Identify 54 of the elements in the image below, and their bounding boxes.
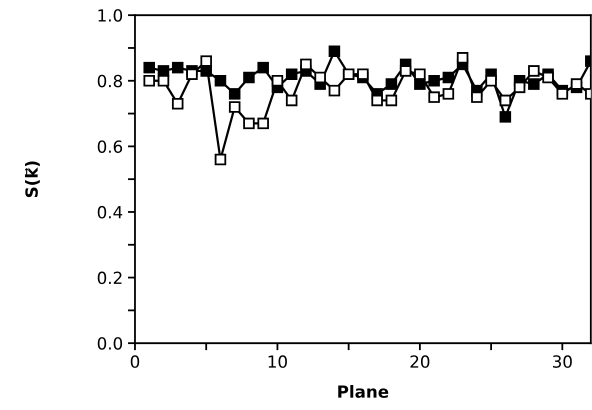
x-axis-title: Plane — [338, 384, 388, 398]
y-tick-label: 0.6 — [98, 140, 122, 153]
point — [243, 118, 255, 130]
point — [228, 88, 240, 100]
point — [570, 78, 582, 90]
point — [500, 111, 512, 123]
point — [214, 154, 226, 166]
point — [228, 101, 240, 113]
text: 0.0 — [98, 337, 122, 350]
point — [528, 65, 540, 77]
point — [456, 52, 468, 64]
point — [300, 58, 312, 70]
point — [314, 72, 326, 84]
point — [328, 45, 340, 58]
point — [400, 65, 412, 77]
text: 1.0 — [98, 9, 122, 22]
point — [500, 94, 512, 106]
point — [528, 78, 540, 90]
point — [386, 78, 398, 90]
y-tick-label: 0.2 — [98, 272, 122, 284]
point — [414, 68, 426, 80]
x-tick-label: 30 — [552, 355, 572, 368]
point — [442, 88, 454, 100]
point — [172, 62, 184, 74]
point — [328, 84, 340, 96]
point — [371, 94, 383, 106]
point — [143, 75, 155, 87]
point — [386, 94, 398, 106]
point — [542, 72, 554, 84]
point — [428, 75, 440, 87]
x-tick-label: 10 — [268, 355, 287, 368]
point — [158, 75, 170, 87]
x-tick-label: 0 — [130, 355, 140, 368]
point — [243, 72, 255, 84]
y-tick-label: 0.8 — [98, 74, 122, 88]
point — [471, 91, 483, 103]
point — [357, 68, 369, 80]
point — [286, 94, 298, 106]
point — [442, 72, 454, 84]
y-axis-title: S(k⃗) — [24, 161, 40, 198]
point — [172, 98, 184, 110]
point — [143, 62, 155, 74]
point — [257, 118, 269, 130]
point — [272, 75, 284, 87]
y-tick-label: 0.4 — [98, 206, 122, 219]
point — [286, 68, 298, 80]
point — [556, 88, 568, 100]
point — [257, 62, 269, 74]
point — [485, 75, 497, 87]
x-tick-label: 20 — [410, 355, 430, 368]
point — [200, 55, 212, 67]
point — [428, 91, 440, 103]
point — [514, 82, 526, 94]
point — [214, 75, 226, 87]
